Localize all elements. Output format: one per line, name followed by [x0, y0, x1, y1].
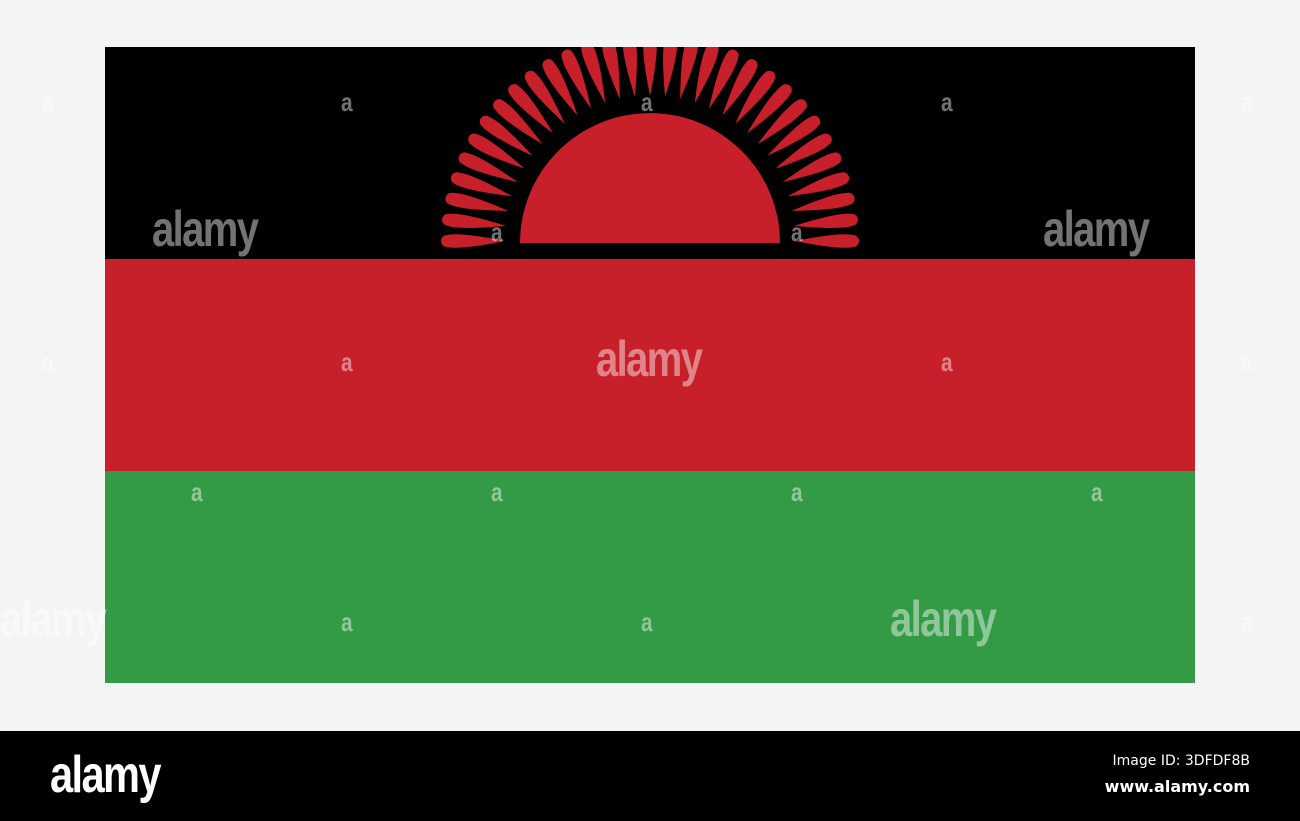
watermark-text: alamy: [152, 201, 259, 257]
watermark-mark: a: [1091, 477, 1103, 507]
sun-ray: [493, 99, 543, 144]
sun-ray: [663, 47, 678, 97]
sun-ray: [680, 47, 699, 100]
watermark-mark: a: [641, 607, 653, 637]
footer-bar: alamy Image ID: 3DFDF8B www.alamy.com: [0, 731, 1300, 821]
sun-ray: [561, 49, 592, 109]
watermark-mark: a: [941, 87, 953, 117]
sun-ray: [445, 192, 509, 211]
sun-disc: [520, 113, 780, 243]
sun-ray: [794, 213, 858, 228]
sun-ray: [508, 84, 553, 134]
sun-ray: [767, 115, 821, 156]
sun-ray: [791, 192, 855, 211]
sun-ray: [775, 133, 832, 169]
watermark-mark: a: [491, 217, 503, 247]
watermark-text: alamy: [596, 331, 703, 387]
sun-ray: [787, 172, 850, 197]
sun-ray: [722, 59, 758, 116]
sun-ray: [442, 213, 506, 228]
watermark-mark: a: [1241, 347, 1253, 377]
rising-sun-emblem: [441, 47, 859, 248]
watermark-mark: a: [341, 87, 353, 117]
sun-ray: [795, 234, 859, 248]
watermark-mark: a: [191, 477, 203, 507]
sun-ray: [747, 84, 792, 134]
watermark-mark: a: [641, 87, 653, 117]
sun-ray: [622, 47, 637, 97]
watermark-mark: a: [341, 347, 353, 377]
site-url: www.alamy.com: [1104, 777, 1250, 796]
sun-ray: [601, 47, 620, 100]
watermark-mark: a: [791, 477, 803, 507]
sun-ray: [458, 152, 518, 183]
sun-ray: [643, 47, 657, 96]
sun-ray: [782, 152, 842, 183]
sun-ray: [735, 70, 776, 124]
watermark-mark: a: [42, 87, 54, 117]
watermark-mark: a: [1241, 87, 1253, 117]
alamy-logo: alamy: [50, 746, 162, 804]
watermark-mark: a: [941, 347, 953, 377]
sun-ray: [479, 115, 533, 156]
watermark-mark: a: [42, 347, 54, 377]
watermark-mark: a: [791, 217, 803, 247]
watermark-mark: a: [491, 477, 503, 507]
sun-ray: [450, 172, 513, 197]
sun-ray: [441, 234, 505, 248]
sun-ray: [757, 99, 807, 144]
sun-ray: [708, 49, 739, 109]
malawi-flag: [105, 47, 1195, 683]
sun-ray: [524, 70, 565, 124]
sun-ray: [542, 59, 578, 116]
watermark-text: alamy: [1043, 201, 1150, 257]
image-id: Image ID: 3DFDF8B: [1112, 753, 1250, 769]
watermark-text: alamy: [890, 591, 997, 647]
sun-ray: [694, 47, 719, 104]
watermark-mark: a: [1241, 607, 1253, 637]
sun-ray: [468, 133, 525, 169]
sun-ray: [581, 47, 606, 104]
red-stripe: [105, 259, 1195, 471]
watermark-text: alamy: [0, 591, 107, 647]
green-stripe: [105, 471, 1195, 683]
watermark-mark: a: [341, 607, 353, 637]
